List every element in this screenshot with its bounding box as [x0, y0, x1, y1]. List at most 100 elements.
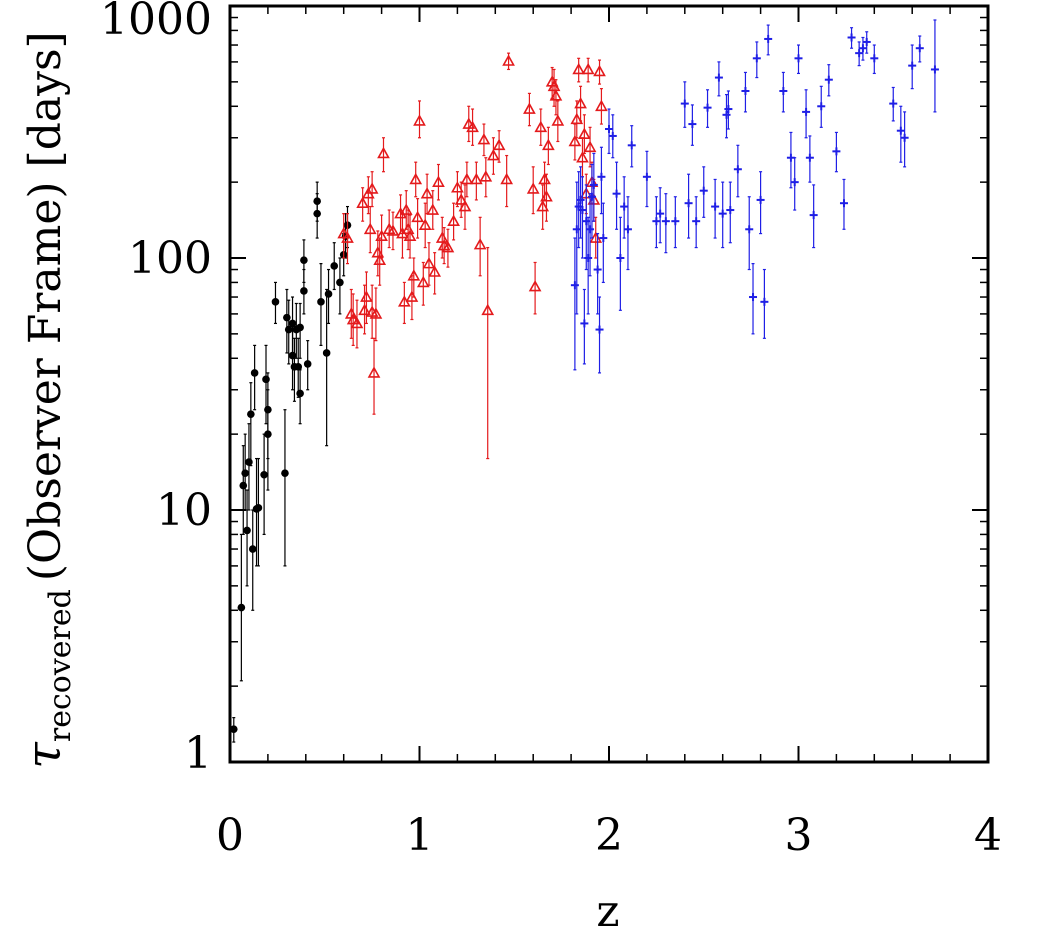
- data-point: [300, 287, 308, 295]
- data-point: [336, 278, 344, 287]
- data-point: [341, 231, 354, 243]
- data-point: [549, 89, 563, 101]
- data-point: [538, 172, 551, 185]
- y-tick-label: 1000: [100, 0, 212, 45]
- data-point: [500, 172, 514, 185]
- data-point: [435, 231, 449, 243]
- data-point: [428, 265, 442, 277]
- data-point: [551, 114, 565, 126]
- y-tick-label: 10: [156, 485, 212, 536]
- data-point: [367, 366, 381, 378]
- data-point: [365, 182, 379, 194]
- data-point: [407, 269, 421, 281]
- data-point: [296, 389, 304, 398]
- x-axis-title: z: [596, 886, 619, 937]
- data-point: [487, 148, 500, 161]
- data-point: [237, 603, 246, 612]
- data-point: [574, 96, 587, 109]
- data-point: [576, 151, 589, 163]
- data-point: [528, 279, 542, 292]
- data-point: [422, 256, 436, 269]
- x-tick-label: 4: [974, 810, 1002, 861]
- data-point: [416, 275, 430, 288]
- x-tick-label: 2: [595, 810, 623, 861]
- data-point: [254, 504, 263, 512]
- data-point: [418, 218, 432, 230]
- y-axis-title: τrecovered (Observer Frame) [days]: [16, 31, 78, 768]
- data-point: [469, 172, 483, 185]
- x-tick-label: 1: [406, 810, 434, 861]
- y-axis-title-symbol: τ: [16, 741, 72, 769]
- data-point: [460, 172, 474, 185]
- data-point: [241, 469, 249, 477]
- data-point: [432, 175, 445, 187]
- data-point: [481, 303, 495, 316]
- data-point: [360, 290, 373, 302]
- data-point: [411, 210, 424, 223]
- data-point: [502, 54, 515, 66]
- data-point: [581, 62, 595, 75]
- data-point: [248, 545, 257, 553]
- data-point: [369, 307, 383, 319]
- data-point: [386, 224, 400, 236]
- data-point: [534, 120, 548, 133]
- series-filled-circle: [229, 181, 352, 743]
- data-point: [243, 526, 251, 535]
- data-point: [303, 360, 312, 368]
- data-point: [350, 316, 364, 329]
- data-point: [526, 182, 540, 194]
- data-point: [426, 203, 440, 215]
- data-point: [317, 298, 325, 306]
- data-point: [473, 237, 487, 250]
- data-point: [229, 725, 238, 733]
- data-point: [358, 303, 371, 316]
- data-point: [420, 187, 434, 199]
- data-point: [313, 197, 321, 206]
- data-point: [451, 181, 464, 193]
- data-point: [356, 196, 370, 208]
- x-tick-label: 3: [785, 810, 813, 861]
- data-point: [247, 410, 255, 418]
- y-tick-label: 100: [128, 233, 212, 284]
- data-point: [583, 140, 597, 153]
- data-point: [363, 222, 377, 235]
- data-point: [578, 127, 591, 139]
- plot-area: [229, 19, 939, 743]
- data-point: [288, 319, 297, 328]
- data-point: [568, 134, 582, 147]
- data-point: [540, 190, 553, 202]
- data-point: [466, 120, 479, 133]
- data-point: [542, 138, 555, 151]
- data-point: [570, 112, 584, 125]
- data-point: [441, 240, 455, 253]
- data-point: [250, 369, 259, 377]
- data-point: [371, 246, 385, 258]
- data-point: [413, 114, 426, 126]
- data-point: [595, 99, 608, 112]
- data-point: [283, 313, 291, 322]
- data-point: [394, 206, 407, 219]
- data-point: [447, 214, 460, 226]
- data-point: [523, 102, 536, 114]
- data-point: [262, 375, 270, 384]
- data-point: [547, 79, 561, 92]
- data-point: [373, 253, 387, 266]
- data-point: [239, 481, 248, 490]
- data-point: [375, 229, 388, 242]
- x-tick-label: 0: [216, 810, 244, 861]
- series-open-triangle: [337, 52, 608, 460]
- data-point: [477, 132, 491, 145]
- data-point: [403, 229, 417, 242]
- data-point: [536, 199, 550, 212]
- data-point: [454, 193, 468, 205]
- data-point: [296, 323, 304, 332]
- data-point: [377, 146, 390, 159]
- data-point: [264, 405, 272, 414]
- data-point: [294, 363, 303, 371]
- data-point: [245, 458, 253, 466]
- data-point: [260, 470, 268, 479]
- data-point: [409, 172, 423, 185]
- data-point: [479, 170, 493, 182]
